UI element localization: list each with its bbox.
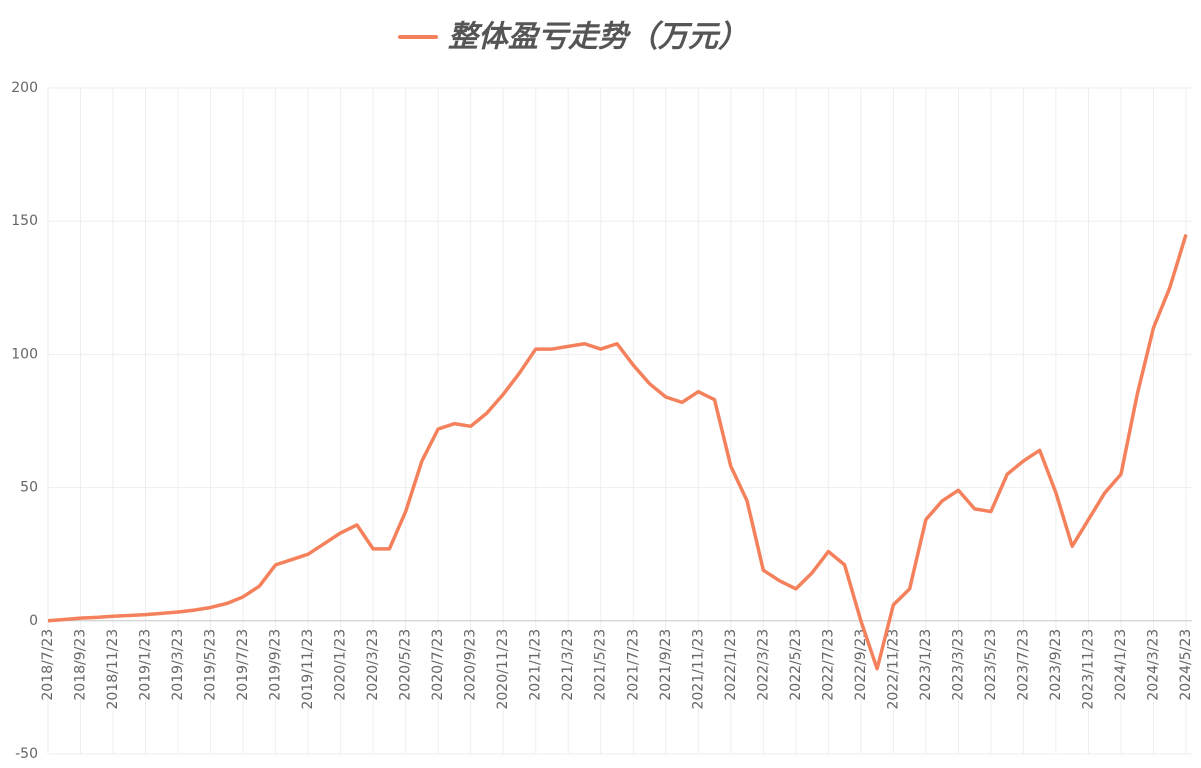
- x-tick-label: 2023/5/23: [983, 629, 999, 701]
- x-tick-label: 2022/7/23: [820, 629, 836, 701]
- y-tick-label: -50: [15, 746, 38, 762]
- x-tick-label: 2020/5/23: [398, 629, 414, 701]
- x-tick-label: 2020/3/23: [365, 629, 381, 701]
- y-tick-label: 100: [11, 346, 38, 362]
- x-tick-label: 2023/1/23: [918, 629, 934, 701]
- x-tick-label: 2022/5/23: [788, 629, 804, 701]
- x-tick-label: 2021/1/23: [528, 629, 544, 701]
- x-tick-label: 2019/5/23: [203, 629, 219, 701]
- x-tick-label: 2021/5/23: [593, 629, 609, 701]
- x-tick-label: 2021/9/23: [658, 629, 674, 701]
- line-series: [47, 234, 1188, 671]
- x-tick-label: 2020/11/23: [495, 629, 511, 710]
- x-tick-label: 2019/1/23: [138, 629, 154, 701]
- x-tick-label: 2021/7/23: [625, 629, 641, 701]
- x-tick-label: 2023/7/23: [1015, 629, 1031, 701]
- x-tick-label: 2023/3/23: [950, 629, 966, 701]
- x-tick-label: 2019/7/23: [235, 629, 251, 701]
- x-tick-label: 2024/1/23: [1113, 629, 1129, 701]
- x-tick-label: 2022/1/23: [723, 629, 739, 701]
- y-tick-label: 50: [20, 480, 38, 496]
- x-tick-label: 2018/7/23: [40, 629, 56, 701]
- x-tick-label: 2021/11/23: [690, 629, 706, 710]
- x-tick-label: 2018/11/23: [105, 629, 121, 710]
- y-tick-label: 0: [29, 613, 38, 629]
- x-tick-label: 2023/9/23: [1048, 629, 1064, 701]
- x-tick-label: 2024/3/23: [1145, 629, 1161, 701]
- x-tick-label: 2019/11/23: [300, 629, 316, 710]
- legend-label: 整体盈亏走势（万元）: [448, 20, 748, 55]
- y-tick-label: 200: [11, 80, 38, 96]
- x-tick-label: 2022/9/23: [853, 629, 869, 701]
- x-tick-label: 2019/9/23: [268, 629, 284, 701]
- x-tick-label: 2020/7/23: [430, 629, 446, 701]
- x-tick-label: 2022/11/23: [885, 629, 901, 710]
- x-tick-label: 2018/9/23: [73, 629, 89, 701]
- x-tick-label: 2021/3/23: [560, 629, 576, 701]
- x-tick-label: 2024/5/23: [1178, 629, 1194, 701]
- x-tick-label: 2019/3/23: [170, 629, 186, 701]
- x-tick-label: 2020/1/23: [333, 629, 349, 701]
- x-tick-label: 2020/9/23: [463, 629, 479, 701]
- x-tick-label: 2023/11/23: [1080, 629, 1096, 710]
- x-tick-label: 2022/3/23: [755, 629, 771, 701]
- y-tick-label: 150: [11, 213, 38, 229]
